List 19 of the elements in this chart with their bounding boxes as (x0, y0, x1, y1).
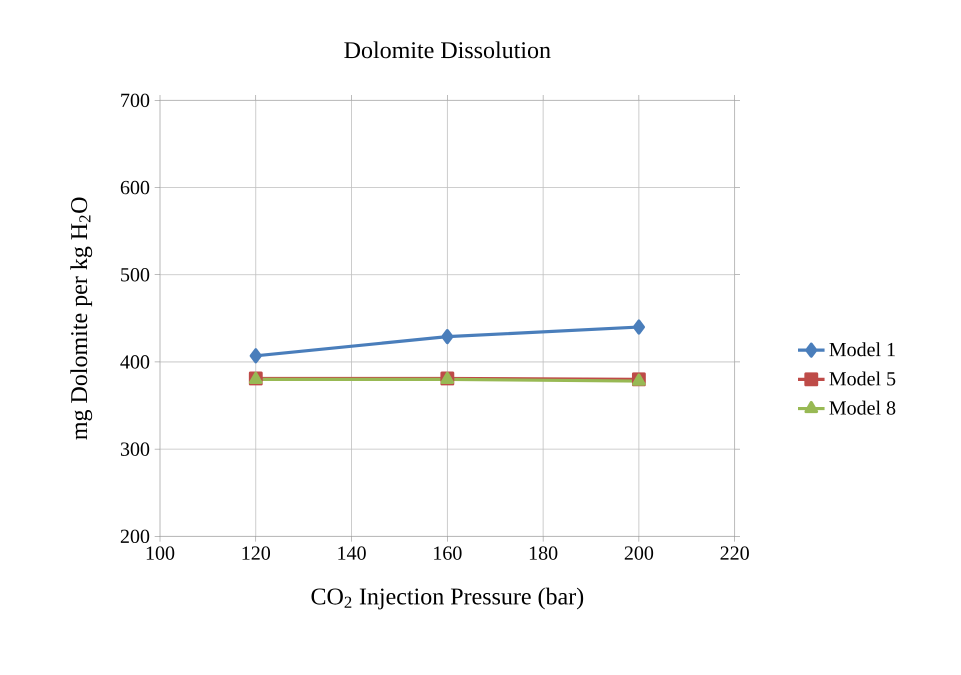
x-axis-title: CO$_{2}$ Injection Pressure (bar) (311, 588, 584, 610)
y-tick-label: 200 (120, 530, 150, 544)
x-tick-label: 220 (720, 546, 749, 560)
y-axis-title: mg Dolomite per kg H$_{2}$O (70, 197, 92, 440)
y-tick-label: 600 (120, 180, 150, 194)
x-tick-label: 160 (434, 546, 462, 560)
y-tick-label: 300 (120, 442, 150, 456)
legend-label: Model 5 (829, 371, 896, 386)
chart-title: Dolomite Dissolution (344, 41, 551, 58)
legend-label: Model 8 (829, 400, 896, 415)
x-tick-label: 140 (338, 546, 366, 560)
x-tick-label: 180 (530, 546, 558, 560)
legend-label: Model 1 (829, 342, 895, 356)
x-tick-label: 100 (146, 546, 174, 560)
y-tick-label: 400 (120, 355, 150, 369)
y-tick-label: 700 (121, 94, 150, 108)
x-tick-label: 120 (242, 546, 270, 560)
y-tick-label: 500 (121, 268, 150, 282)
x-tick-label: 200 (624, 546, 654, 560)
